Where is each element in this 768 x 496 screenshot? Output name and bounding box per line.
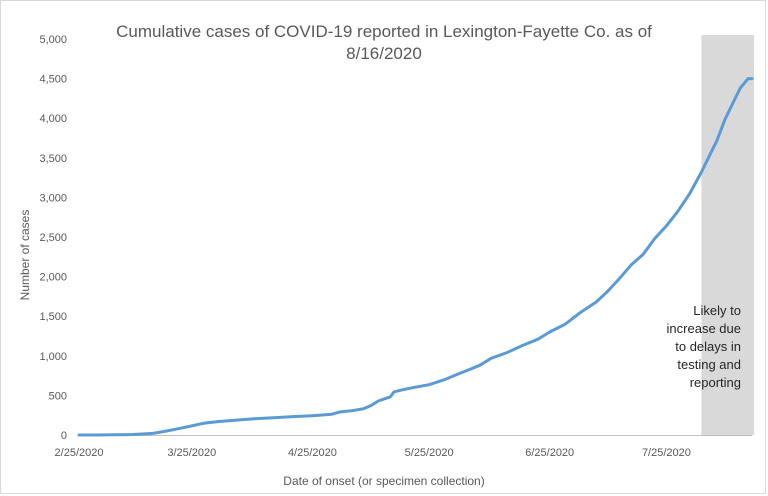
- annotation: Likely to increase due to delays in testing…: [667, 303, 741, 390]
- chart-title-line: 8/16/2020: [346, 44, 422, 63]
- annotation-line: Likely to: [693, 303, 741, 318]
- y-tick-label: 1,500: [39, 311, 67, 323]
- annotation-line: reporting: [690, 375, 741, 390]
- x-tick-label: 7/25/2020: [642, 447, 691, 459]
- y-tick-label: 2,000: [39, 272, 67, 284]
- x-axis: 2/25/2020 3/25/2020 4/25/2020 5/25/2020 6/25…: [55, 435, 752, 459]
- y-axis-title: Number of cases: [18, 210, 32, 301]
- y-tick-label: 5,000: [39, 34, 67, 46]
- y-tick-label: 2,500: [39, 232, 67, 244]
- y-tick-label: 0: [61, 430, 67, 442]
- y-axis: 0 500 1,000 1,500 2,000 2,500 3,000 3,500 4,000 4…: [39, 34, 67, 442]
- chart-title: Cumulative cases of COVID-19 reported in…: [116, 22, 652, 63]
- y-tick-label: 1,000: [39, 351, 67, 363]
- y-tick-label: 3,500: [39, 153, 67, 165]
- x-tick-label: 2/25/2020: [55, 447, 104, 459]
- y-tick-label: 500: [49, 390, 67, 402]
- cumulative-cases-line: [77, 77, 754, 437]
- chart-title-line: Cumulative cases of COVID-19 reported in…: [116, 22, 652, 41]
- x-tick-label: 3/25/2020: [167, 447, 216, 459]
- x-tick-label: 5/25/2020: [405, 447, 454, 459]
- x-tick-label: 4/25/2020: [288, 447, 337, 459]
- annotation-line: increase due: [667, 321, 741, 336]
- shaded-region: [701, 35, 754, 435]
- x-tick-label: 6/25/2020: [525, 447, 574, 459]
- y-tick-label: 4,000: [39, 113, 67, 125]
- annotation-line: testing and: [677, 357, 741, 372]
- y-tick-label: 3,000: [39, 192, 67, 204]
- series-layer: [77, 77, 754, 437]
- x-axis-title: Date of onset (or specimen collection): [283, 474, 484, 488]
- shaded-region-layer: [701, 35, 754, 435]
- y-tick-label: 4,500: [39, 74, 67, 86]
- annotation-line: to delays in: [675, 339, 741, 354]
